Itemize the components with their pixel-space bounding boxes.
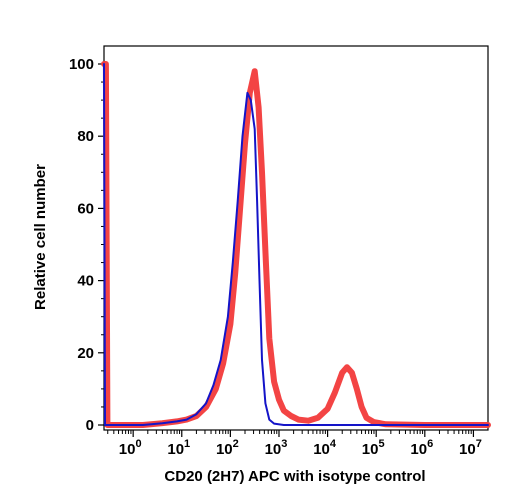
y-axis-title: Relative cell number [32,164,49,310]
y-tick-label: 40 [77,273,94,290]
x-axis: 100 101 102 103 104 105 106 107 [107,430,482,458]
series-line-1 [101,61,491,428]
y-tick-label: 20 [77,345,94,362]
x-tick-label: 101 [167,438,190,458]
series-line-2 [103,63,489,426]
x-tick-label: 105 [362,438,385,458]
y-tick-label: 60 [77,200,94,217]
series-layer [101,61,491,428]
x-tick-label: 103 [265,438,288,458]
x-tick-label: 102 [216,438,239,458]
y-tick-label: 80 [77,128,94,145]
y-tick-label: 0 [86,417,94,434]
x-tick-label: 107 [459,438,482,458]
x-tick-label: 104 [313,438,337,458]
x-tick-label: 106 [410,438,433,458]
x-axis-title: CD20 (2H7) APC with isotype control [164,468,425,485]
y-axis: 0 20 40 60 80 100 [69,56,104,434]
y-tick-label: 100 [69,56,94,73]
plot-frame [103,45,489,431]
x-tick-label: 100 [119,438,142,458]
